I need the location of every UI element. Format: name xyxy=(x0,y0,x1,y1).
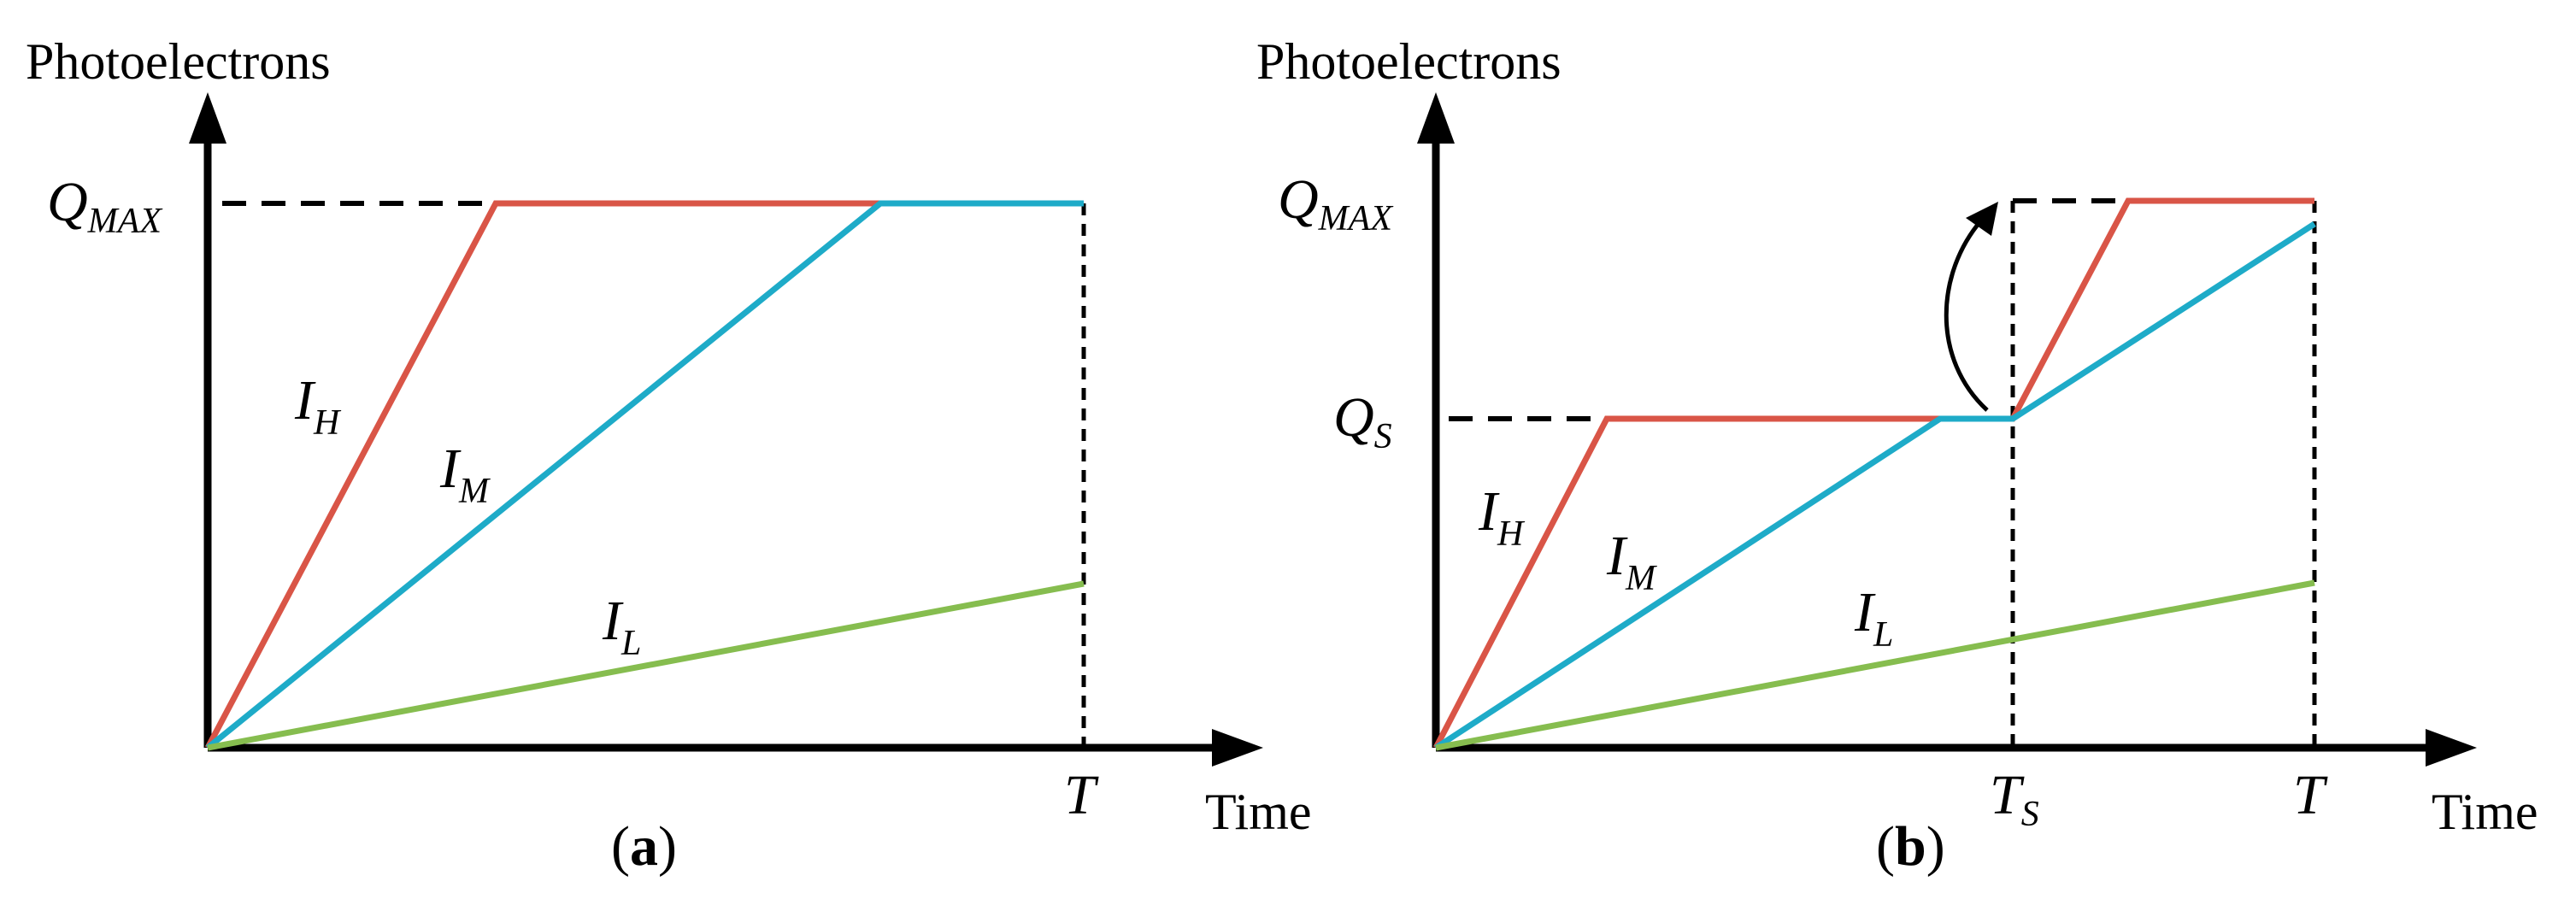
panel-a-x-axis-arrowhead xyxy=(1212,729,1263,767)
panel-a-y-axis-arrowhead xyxy=(189,92,226,144)
panel-a-curve-low-label: IL xyxy=(602,590,641,663)
panel-b-qmax-label: QMAX xyxy=(1278,168,1394,238)
panel-a: Photoelectrons Time QMAX T IH IM IL (a) xyxy=(26,33,1312,878)
panel-b-t-label: T xyxy=(2293,764,2328,826)
panel-b-x-axis-arrowhead xyxy=(2426,729,2477,767)
panel-b-tag: (b) xyxy=(1876,815,1945,878)
panel-b-curve-medium-label: IM xyxy=(1606,525,1657,598)
panel-a-t-label: T xyxy=(1064,764,1099,826)
panel-a-curve-medium xyxy=(205,200,1084,750)
panel-b-qs-label: QS xyxy=(1333,386,1392,456)
panel-a-curve-medium-label: IM xyxy=(439,438,491,511)
panel-a-curve-low xyxy=(207,580,1085,751)
panel-b: Photoelectrons Time QMAX QS TS T IH IM I… xyxy=(1256,33,2538,878)
panel-a-tag: (a) xyxy=(611,815,677,878)
panel-b-y-axis-arrowhead xyxy=(1417,92,1455,144)
panel-b-curve-medium xyxy=(1434,221,2316,750)
panel-b-y-axis-label: Photoelectrons xyxy=(1256,33,1561,90)
panel-b-x-axis-label: Time xyxy=(2432,784,2538,840)
panel-b-reset-arrowhead xyxy=(1966,202,1998,236)
panel-a-curve-high-label: IH xyxy=(294,369,342,443)
panel-b-ts-label: TS xyxy=(1990,764,2039,834)
panel-b-reset-arrow xyxy=(1944,219,1989,412)
panel-a-y-axis-label: Photoelectrons xyxy=(26,33,331,90)
panel-b-curve-low xyxy=(1435,579,2315,751)
panel-b-curve-low-label: IL xyxy=(1854,581,1893,655)
panel-b-curve-high-label: IH xyxy=(1478,480,1526,554)
panel-a-qmax-label: QMAX xyxy=(47,171,163,241)
panel-a-x-axis-label: Time xyxy=(1205,784,1312,840)
